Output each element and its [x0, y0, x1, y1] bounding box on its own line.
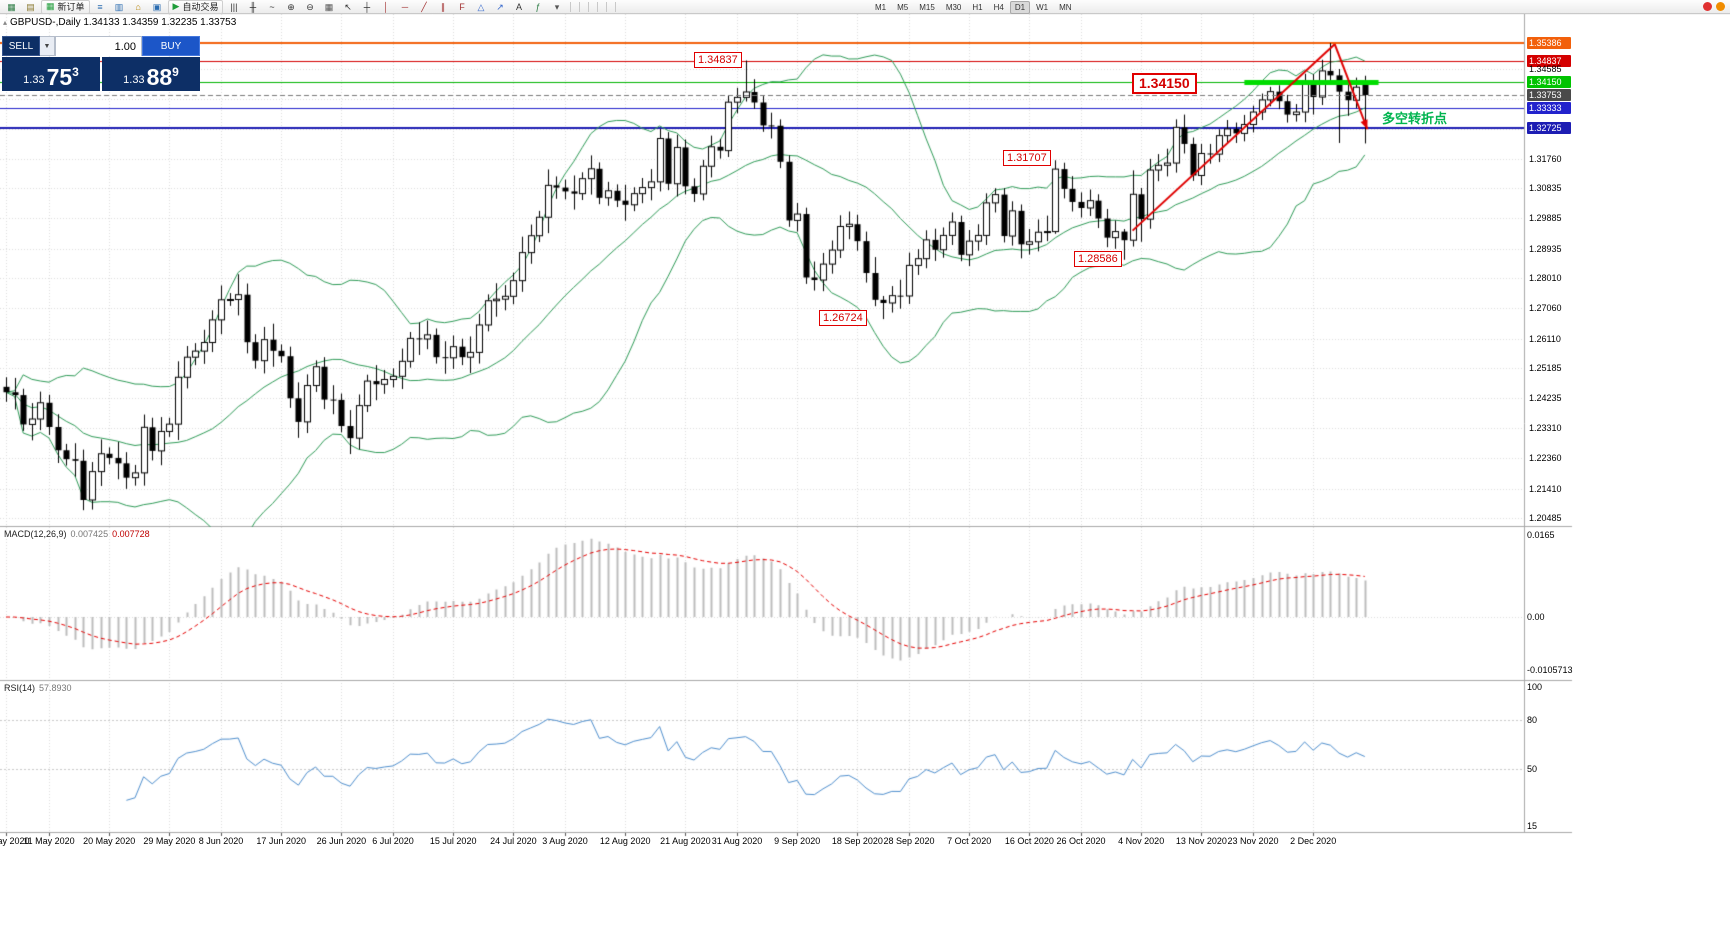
- timeframe-m30-button[interactable]: M30: [945, 3, 962, 12]
- buy-button[interactable]: BUY: [142, 36, 200, 56]
- tile-windows-icon[interactable]: ▦: [324, 1, 334, 12]
- timeframe-h4-button[interactable]: H4: [993, 3, 1004, 12]
- macd-signal-value: 0.007728: [112, 529, 150, 539]
- crosshair-icon[interactable]: ┼: [363, 1, 371, 12]
- autotrade-button-label: 自动交易: [182, 2, 219, 12]
- chart-title: ▴ GBPUSD-,Daily 1.34133 1.34359 1.32235 1…: [3, 17, 236, 28]
- buy-price-big: 88: [146, 64, 173, 90]
- rsi-value: 57.8930: [39, 683, 72, 693]
- shapes-icon[interactable]: △: [477, 1, 485, 12]
- toolbar-separator: [570, 1, 572, 12]
- zoom-out-icon[interactable]: ⊖: [306, 1, 314, 12]
- new-order-button-label: 新订单: [57, 2, 85, 12]
- sell-price-pip: 3: [72, 65, 79, 79]
- new-chart-icon[interactable]: ▦: [7, 1, 16, 12]
- timeframe-m1-button[interactable]: M1: [875, 3, 887, 12]
- new-order-button[interactable]: ▦ 新订单: [41, 0, 90, 14]
- panel-collapse-icon[interactable]: ▴: [3, 18, 8, 27]
- text-label-icon[interactable]: A: [515, 1, 522, 12]
- zoom-in-icon[interactable]: ⊕: [287, 1, 295, 12]
- toolbox-icon[interactable]: ▣: [152, 1, 162, 12]
- price-callout-label[interactable]: 1.34837: [694, 52, 742, 68]
- toolbar-separator: [597, 1, 599, 12]
- timeframe-w1-button[interactable]: W1: [1036, 3, 1049, 12]
- volume-field-wrap: [55, 36, 142, 56]
- market-watch-icon[interactable]: ≡: [97, 1, 103, 12]
- toolbar-separator: [588, 1, 590, 12]
- toolbar-separator: [606, 1, 608, 12]
- timeframe-m15-button[interactable]: M15: [919, 3, 935, 12]
- arrows-icon[interactable]: ↗: [496, 1, 504, 12]
- cursor-icon[interactable]: ↖: [344, 1, 352, 12]
- sell-button[interactable]: SELL: [2, 36, 40, 56]
- macd-main-value: 0.007425: [70, 529, 109, 539]
- symbol-name: GBPUSD-,Daily: [10, 17, 81, 28]
- sell-price-button[interactable]: 1.33 75 3: [2, 57, 100, 91]
- status-indicators: [1703, 2, 1725, 11]
- new-order-icon: ▦: [46, 1, 55, 11]
- bar-chart-icon[interactable]: |||: [230, 1, 238, 12]
- price-callout-label[interactable]: 1.26724: [819, 310, 867, 326]
- price-callout-label[interactable]: 1.34150: [1132, 73, 1197, 94]
- timeframe-toolbar: M1 M5 M15 M30 H1 H4 D1 W1 MN: [870, 1, 1077, 14]
- autotrade-icon: ▶: [172, 1, 180, 11]
- news-status-icon[interactable]: [1716, 2, 1725, 11]
- indicator-list-icon[interactable]: ▾: [554, 1, 560, 12]
- volume-input[interactable]: [56, 38, 141, 56]
- candlestick-chart-icon[interactable]: ╫: [249, 1, 257, 12]
- navigator-icon[interactable]: ⌂: [135, 1, 141, 12]
- alerts-status-icon[interactable]: [1703, 2, 1712, 11]
- horizontal-line-icon[interactable]: ─: [401, 1, 409, 12]
- volume-dropdown-icon[interactable]: ▼: [40, 36, 55, 56]
- sell-price-big: 75: [46, 64, 73, 90]
- toolbar-separator: [579, 1, 581, 12]
- trendline-icon[interactable]: ╱: [421, 1, 427, 12]
- autotrade-button[interactable]: ▶ 自动交易: [167, 0, 224, 14]
- timeframe-h1-button[interactable]: H1: [972, 3, 983, 12]
- note-label[interactable]: 多空转折点: [1382, 111, 1448, 126]
- buy-price-pip: 9: [172, 65, 179, 79]
- equidistant-channel-icon[interactable]: ∥: [440, 1, 446, 12]
- fibonacci-icon[interactable]: F: [459, 1, 465, 12]
- sell-price-prefix: 1.33: [23, 74, 45, 86]
- indicators-icon[interactable]: ƒ: [535, 1, 541, 12]
- buy-price-button[interactable]: 1.33 88 9: [102, 57, 200, 91]
- rsi-indicator-label: RSI(14) 57.8930: [4, 683, 72, 693]
- macd-indicator-label: MACD(12,26,9) 0.007425 0.007728: [4, 529, 150, 539]
- price-callout-label[interactable]: 1.28586: [1074, 251, 1122, 267]
- timeframe-m5-button[interactable]: M5: [897, 3, 909, 12]
- price-callout-label[interactable]: 1.31707: [1003, 150, 1051, 166]
- ohlc-values: 1.34133 1.34359 1.32235 1.33753: [83, 17, 237, 28]
- buy-price-prefix: 1.33: [123, 74, 145, 86]
- timeframe-mn-button[interactable]: MN: [1059, 3, 1072, 12]
- chart-profiles-icon[interactable]: ▤: [26, 1, 35, 12]
- timeframe-d1-button[interactable]: D1: [1009, 1, 1031, 14]
- vertical-line-icon[interactable]: │: [383, 1, 389, 12]
- line-chart-icon[interactable]: ~: [269, 1, 275, 12]
- data-window-icon[interactable]: ▥: [114, 1, 124, 12]
- toolbar-separator: [615, 1, 617, 12]
